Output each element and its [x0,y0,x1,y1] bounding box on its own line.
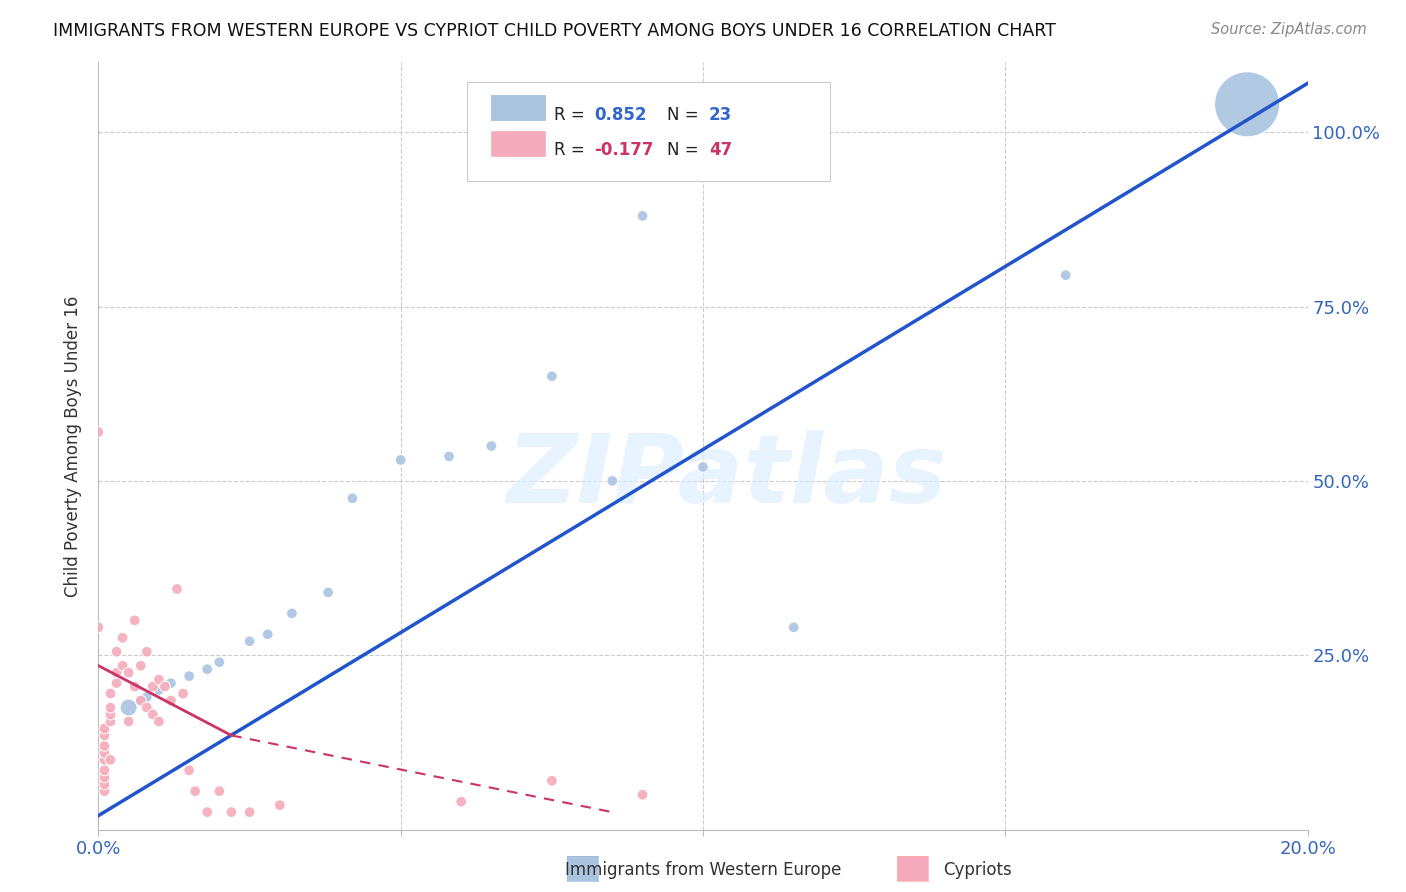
Text: 47: 47 [709,142,733,160]
FancyBboxPatch shape [492,131,544,156]
Point [100,700,122,714]
FancyBboxPatch shape [492,95,544,120]
Point [118,665,141,680]
Text: N =: N = [666,142,703,160]
Point [631,209,654,223]
Point [93,764,115,778]
Point [124,613,146,627]
Point [450,795,472,809]
Text: -0.177: -0.177 [595,142,654,160]
Point [148,683,170,698]
Point [208,655,231,669]
Point [129,658,152,673]
FancyBboxPatch shape [467,81,830,181]
Point [111,658,134,673]
Point [135,690,157,704]
Text: 23: 23 [709,106,733,124]
Point [135,700,157,714]
Point [100,707,122,722]
Point [316,585,339,599]
Point [100,753,122,767]
Point [111,631,134,645]
Point [1054,268,1077,282]
Point [124,680,146,694]
Point [179,669,201,683]
Point [148,673,170,687]
Point [256,627,278,641]
Point [105,665,128,680]
Point [87,425,110,439]
Point [100,714,122,729]
Point [481,439,503,453]
Point [692,459,714,474]
Point [1236,97,1258,112]
Point [93,784,115,798]
Y-axis label: Child Poverty Among Boys Under 16: Child Poverty Among Boys Under 16 [65,295,83,597]
Point [602,474,624,488]
Point [540,773,562,788]
Point [93,746,115,760]
Point [100,687,122,701]
Text: ZIPatlas: ZIPatlas [508,430,948,524]
Point [93,728,115,742]
Point [87,620,110,634]
Point [142,680,165,694]
Point [540,369,562,384]
Point [195,805,218,819]
Point [142,707,165,722]
Text: R =: R = [554,142,591,160]
Point [93,722,115,736]
Point [389,453,412,467]
Point [166,582,188,596]
Text: IMMIGRANTS FROM WESTERN EUROPE VS CYPRIOT CHILD POVERTY AMONG BOYS UNDER 16 CORR: IMMIGRANTS FROM WESTERN EUROPE VS CYPRIO… [53,22,1056,40]
Point [129,693,152,707]
Point [281,607,304,621]
Point [239,634,262,648]
Text: Cypriots: Cypriots [943,861,1011,879]
Text: R =: R = [554,106,591,124]
Point [93,777,115,791]
Point [105,676,128,690]
Point [129,693,152,707]
Text: 0.852: 0.852 [595,106,647,124]
Point [105,645,128,659]
Point [160,676,183,690]
Point [160,693,183,707]
Point [118,714,141,729]
Point [172,687,194,701]
Point [184,784,207,798]
Text: Immigrants from Western Europe: Immigrants from Western Europe [565,861,841,879]
Point [118,700,141,714]
Point [783,620,806,634]
Point [269,798,291,813]
Point [239,805,262,819]
Point [437,450,460,464]
Point [342,491,364,506]
Point [148,714,170,729]
Point [631,788,654,802]
Point [179,764,201,778]
Point [93,753,115,767]
Text: N =: N = [666,106,703,124]
Point [195,662,218,676]
Point [135,645,157,659]
Text: Source: ZipAtlas.com: Source: ZipAtlas.com [1211,22,1367,37]
Point [93,739,115,753]
Point [221,805,243,819]
Point [93,770,115,784]
Point [208,784,231,798]
Point [153,680,176,694]
